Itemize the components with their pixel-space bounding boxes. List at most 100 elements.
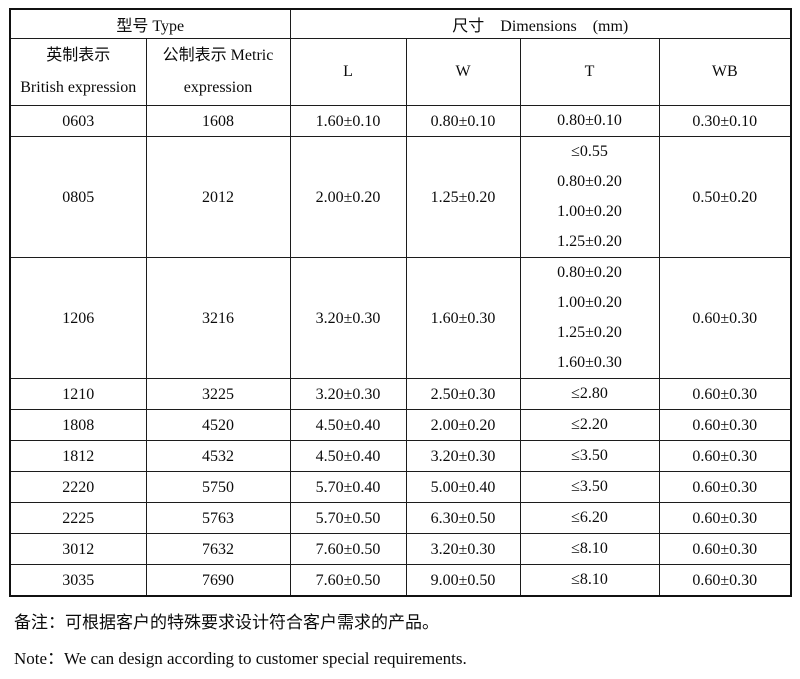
cell-t-line: 0.80±0.20 bbox=[557, 173, 622, 190]
cell-l: 5.70±0.50 bbox=[289, 502, 407, 534]
table-row: 3012 7632 7.60±0.50 3.20±0.30 ≤8.10 0.60±0.30 bbox=[9, 533, 792, 565]
cell-l: 3.20±0.30 bbox=[289, 378, 407, 410]
british-expression-label-en: British expression bbox=[20, 79, 137, 96]
cell-t-line: ≤8.10 bbox=[571, 571, 608, 588]
cell-t: 0.80±0.20 1.00±0.20 1.25±0.20 1.60±0.30 bbox=[519, 257, 660, 379]
cell-metric: 4532 bbox=[145, 440, 291, 472]
cell-wb: 0.60±0.30 bbox=[658, 409, 792, 441]
cell-british: 1206 bbox=[9, 257, 147, 379]
cell-w: 2.00±0.20 bbox=[405, 409, 521, 441]
table-row: 1206 3216 3.20±0.30 1.60±0.30 0.80±0.20 1.00±… bbox=[9, 257, 792, 379]
dimensions-table-body: 0603 1608 1.60±0.10 0.80±0.10 0.80±0.10 0.30±… bbox=[9, 105, 792, 597]
cell-british: 1210 bbox=[9, 378, 147, 410]
cell-l: 5.70±0.40 bbox=[289, 471, 407, 503]
cell-t-line: ≤3.50 bbox=[571, 478, 608, 495]
cell-british: 3035 bbox=[9, 564, 147, 597]
cell-wb: 0.60±0.30 bbox=[658, 533, 792, 565]
cell-t-line: 1.60±0.30 bbox=[557, 354, 622, 371]
cell-t-line: 0.80±0.20 bbox=[557, 264, 622, 281]
cell-british: 2225 bbox=[9, 502, 147, 534]
cell-w: 3.20±0.30 bbox=[405, 533, 521, 565]
cell-w: 1.60±0.30 bbox=[405, 257, 521, 379]
cell-wb: 0.60±0.30 bbox=[658, 257, 792, 379]
cell-l: 1.60±0.10 bbox=[289, 105, 407, 137]
type-group-header: 型号 Type bbox=[9, 8, 291, 39]
notes-section: 备注：可根据客户的特殊要求设计符合客户需求的产品。 Note：We can de… bbox=[14, 612, 784, 679]
cell-t-line: 1.25±0.20 bbox=[557, 324, 622, 341]
cell-t: ≤0.55 0.80±0.20 1.00±0.20 1.25±0.20 bbox=[519, 136, 660, 258]
cell-t: 0.80±0.10 bbox=[519, 105, 660, 137]
cell-t-line: ≤2.80 bbox=[571, 385, 608, 402]
cell-t: ≤2.20 bbox=[519, 409, 660, 441]
table-row: 2225 5763 5.70±0.50 6.30±0.50 ≤6.20 0.60±0.30 bbox=[9, 502, 792, 534]
cell-t-line: ≤0.55 bbox=[571, 143, 608, 160]
table-row: 1808 4520 4.50±0.40 2.00±0.20 ≤2.20 0.60±0.30 bbox=[9, 409, 792, 441]
table-group-header-row: 型号 Type 尺寸 Dimensions (mm) bbox=[9, 8, 792, 39]
dimensions-group-header: 尺寸 Dimensions (mm) bbox=[289, 8, 792, 39]
cell-wb: 0.60±0.30 bbox=[658, 378, 792, 410]
cell-l: 4.50±0.40 bbox=[289, 440, 407, 472]
table-row: 1210 3225 3.20±0.30 2.50±0.30 ≤2.80 0.60±0.30 bbox=[9, 378, 792, 410]
metric-expression-label-en: expression bbox=[183, 79, 253, 96]
cell-metric: 2012 bbox=[145, 136, 291, 258]
cell-metric: 3216 bbox=[145, 257, 291, 379]
cell-t: ≤3.50 bbox=[519, 440, 660, 472]
british-expression-column-header: 英制表示 British expression bbox=[9, 38, 147, 106]
cell-t-line: 0.80±0.10 bbox=[557, 112, 622, 129]
cell-metric: 5750 bbox=[145, 471, 291, 503]
thickness-column-header: T bbox=[519, 38, 660, 106]
cell-w: 9.00±0.50 bbox=[405, 564, 521, 597]
cell-wb: 0.50±0.20 bbox=[658, 136, 792, 258]
length-column-header: L bbox=[289, 38, 407, 106]
cell-w: 1.25±0.20 bbox=[405, 136, 521, 258]
cell-british: 1808 bbox=[9, 409, 147, 441]
cell-t: ≤3.50 bbox=[519, 471, 660, 503]
cell-l: 7.60±0.50 bbox=[289, 564, 407, 597]
cell-metric: 1608 bbox=[145, 105, 291, 137]
cell-metric: 7690 bbox=[145, 564, 291, 597]
metric-expression-label-zh: 公制表示 Metric bbox=[162, 47, 274, 64]
dimensions-table: 型号 Type 尺寸 Dimensions (mm) 英制表示 British … bbox=[9, 8, 793, 597]
cell-wb: 0.30±0.10 bbox=[658, 105, 792, 137]
cell-w: 5.00±0.40 bbox=[405, 471, 521, 503]
cell-british: 0603 bbox=[9, 105, 147, 137]
cell-t-line: 1.00±0.20 bbox=[557, 294, 622, 311]
cell-wb: 0.60±0.30 bbox=[658, 502, 792, 534]
cell-t-line: 1.25±0.20 bbox=[557, 233, 622, 250]
metric-expression-column-header: 公制表示 Metric expression bbox=[145, 38, 291, 106]
cell-t-line: ≤6.20 bbox=[571, 509, 608, 526]
cell-t-line: ≤8.10 bbox=[571, 540, 608, 557]
cell-w: 6.30±0.50 bbox=[405, 502, 521, 534]
cell-british: 1812 bbox=[9, 440, 147, 472]
table-row: 0805 2012 2.00±0.20 1.25±0.20 ≤0.55 0.80±0.20… bbox=[9, 136, 792, 258]
cell-metric: 4520 bbox=[145, 409, 291, 441]
cell-l: 3.20±0.30 bbox=[289, 257, 407, 379]
cell-l: 2.00±0.20 bbox=[289, 136, 407, 258]
table-row: 2220 5750 5.70±0.40 5.00±0.40 ≤3.50 0.60±0.30 bbox=[9, 471, 792, 503]
cell-t: ≤8.10 bbox=[519, 564, 660, 597]
cell-wb: 0.60±0.30 bbox=[658, 471, 792, 503]
table-column-header-row: 英制表示 British expression 公制表示 Metric expr… bbox=[9, 38, 792, 106]
cell-w: 0.80±0.10 bbox=[405, 105, 521, 137]
note-english: Note：We can design according to customer… bbox=[14, 649, 467, 668]
cell-t: ≤2.80 bbox=[519, 378, 660, 410]
cell-metric: 7632 bbox=[145, 533, 291, 565]
cell-wb: 0.60±0.30 bbox=[658, 440, 792, 472]
table-row: 0603 1608 1.60±0.10 0.80±0.10 0.80±0.10 0.30±… bbox=[9, 105, 792, 137]
cell-t-line: ≤2.20 bbox=[571, 416, 608, 433]
cell-l: 4.50±0.40 bbox=[289, 409, 407, 441]
width-column-header: W bbox=[405, 38, 521, 106]
wb-column-header: WB bbox=[658, 38, 792, 106]
british-expression-label-zh: 英制表示 bbox=[46, 47, 111, 64]
cell-t: ≤6.20 bbox=[519, 502, 660, 534]
table-row: 3035 7690 7.60±0.50 9.00±0.50 ≤8.10 0.60±0.30 bbox=[9, 564, 792, 597]
cell-l: 7.60±0.50 bbox=[289, 533, 407, 565]
cell-t: ≤8.10 bbox=[519, 533, 660, 565]
cell-w: 3.20±0.30 bbox=[405, 440, 521, 472]
cell-metric: 3225 bbox=[145, 378, 291, 410]
cell-british: 2220 bbox=[9, 471, 147, 503]
cell-british: 3012 bbox=[9, 533, 147, 565]
note-chinese: 备注：可根据客户的特殊要求设计符合客户需求的产品。 bbox=[14, 613, 439, 632]
cell-w: 2.50±0.30 bbox=[405, 378, 521, 410]
